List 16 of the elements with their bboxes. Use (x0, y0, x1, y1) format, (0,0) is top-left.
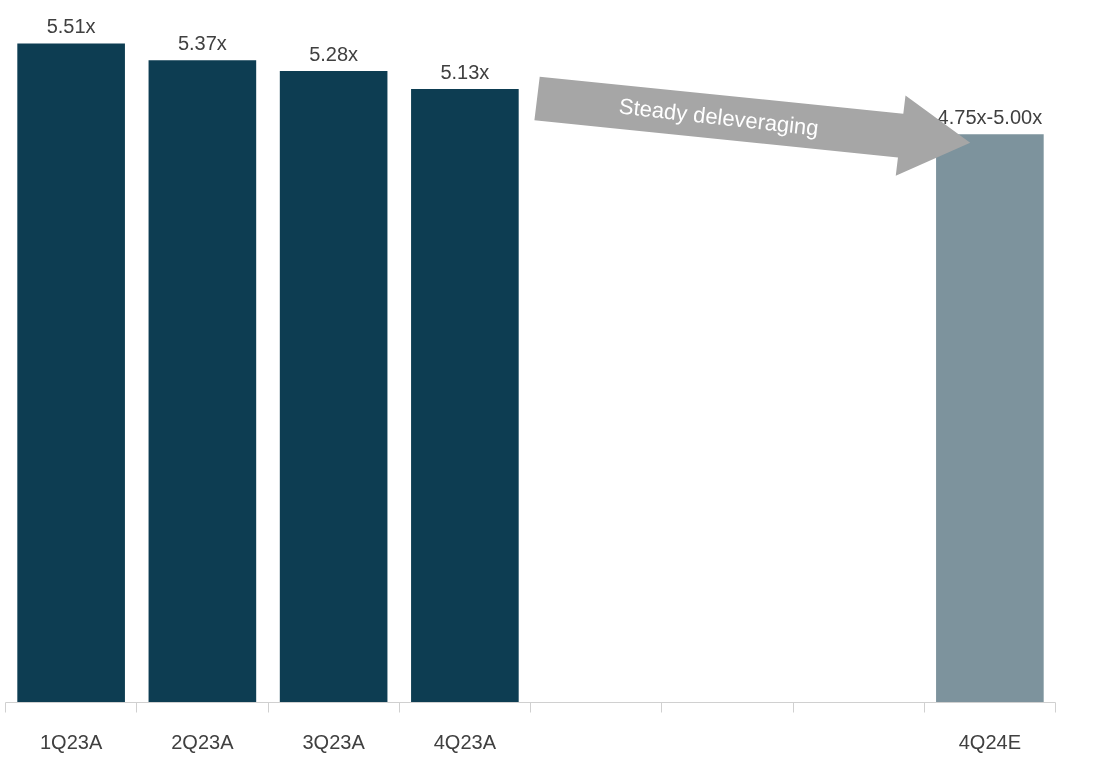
bar (411, 88, 519, 703)
data-label: 5.37x (177, 32, 227, 55)
x-tick-label: 4Q24E (958, 730, 1022, 753)
bar (148, 60, 257, 703)
x-tick-label: 2Q23A (171, 730, 235, 753)
annotation: Steady deleveraging (617, 93, 820, 141)
data-label: 5.28x (309, 42, 359, 65)
bar (17, 43, 125, 703)
bar (936, 134, 1044, 703)
data-label: 5.13x (440, 60, 490, 83)
x-tick-label: 4Q23A (433, 730, 497, 753)
data-label: 4.75x-5.00x (937, 106, 1043, 129)
x-tick-label: 3Q23A (302, 730, 366, 753)
data-label: 5.51x (46, 15, 96, 38)
bar (279, 70, 388, 703)
x-tick-label: 1Q23A (39, 730, 103, 753)
